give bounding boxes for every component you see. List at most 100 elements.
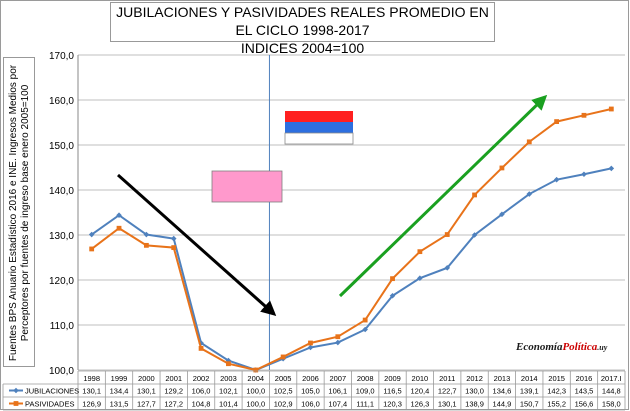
data-point-jubilaciones — [389, 292, 396, 299]
table-cell-value: 130,1 — [82, 387, 101, 396]
grid-lines — [77, 54, 625, 371]
chart-title-box: JUBILACIONES Y PASIVIDADES REALES PROMED… — [110, 2, 495, 56]
table-cell-value: 109,0 — [356, 387, 375, 396]
table-cell-value: 150,7 — [520, 400, 539, 409]
data-point-jubilaciones — [335, 339, 341, 346]
x-tick-label: 1998 — [83, 374, 100, 383]
data-point-pasividades — [89, 246, 95, 252]
table-cell-value: 111,1 — [356, 400, 374, 409]
data-point-pasividades — [280, 354, 286, 360]
table-cell-value: 130,0 — [465, 387, 484, 396]
y-tick-labels: 100,0 110,0 120,0 130,0 140,0 150,0 160,0 170,0 — [49, 51, 74, 377]
table-cell-value: 144,8 — [602, 387, 621, 396]
table-cell-value: 106,1 — [328, 387, 347, 396]
table-cell-value: 122,7 — [438, 387, 457, 396]
data-point-jubilaciones — [444, 265, 451, 271]
chart-subtitle: INDICES 2004=100 — [240, 40, 365, 56]
x-tick-label: 2013 — [494, 374, 511, 383]
table-cell-value: 139,1 — [520, 387, 539, 396]
table-cell-value: 102,9 — [274, 400, 293, 409]
data-point-pasividades — [143, 242, 149, 248]
data-point-pasividades — [417, 249, 423, 255]
data-point-pasividades — [362, 317, 368, 323]
legend-label: PASIVIDADES — [25, 400, 74, 409]
flag-stripe-red — [285, 111, 353, 122]
data-point-jubilaciones — [307, 344, 314, 351]
table-cell-value: 116,5 — [383, 387, 401, 396]
brand-logo: EconomíaPolítica.uy — [516, 341, 608, 353]
data-table: 1998 1999 2000 2001 2002 2003 2004 2005 2006 2007… — [2, 370, 626, 411]
x-tick-label: 2003 — [220, 374, 237, 383]
y-axis-label-box: Fuentes BPS Anuario Estadístico 2016 e I… — [3, 57, 35, 367]
legend-marker-diamond — [13, 387, 19, 394]
table-cell-value: 130,1 — [137, 387, 156, 396]
table-cell-value: 107,4 — [328, 400, 347, 409]
y-tick-label: 130,0 — [49, 231, 74, 242]
data-point-jubilaciones — [362, 326, 368, 333]
x-tick-label: 2014 — [521, 374, 538, 383]
y-tick-label: 110,0 — [50, 321, 75, 332]
table-cell-value: 127,7 — [137, 400, 156, 409]
table-cell-value: 158,0 — [602, 400, 621, 409]
table-cell-value: 100,0 — [246, 387, 265, 396]
y-tick-label: 170,0 — [49, 51, 74, 62]
data-point-pasividades — [390, 276, 395, 282]
data-point-pasividades — [226, 361, 231, 367]
table-cell-value: 106,0 — [192, 387, 211, 396]
y-tick-label: 150,0 — [49, 141, 74, 152]
data-point-jubilaciones — [116, 212, 122, 218]
data-point-pasividades — [472, 192, 477, 198]
table-cell-value: 106,0 — [301, 400, 320, 409]
y-tick-label: 140,0 — [49, 186, 74, 197]
y-tick-label: 160,0 — [49, 96, 74, 107]
data-point-jubilaciones — [225, 357, 232, 364]
x-tick-label: 2005 — [275, 374, 292, 383]
series-line-pasividades — [91, 108, 612, 372]
data-point-jubilaciones — [143, 231, 150, 238]
data-point-jubilaciones — [553, 176, 560, 183]
table-cell-value: 131,5 — [110, 400, 129, 409]
x-tick-label: 1999 — [111, 374, 128, 383]
data-point-pasividades — [608, 106, 614, 112]
data-point-jubilaciones — [608, 165, 615, 172]
table-cell-value: 142,3 — [547, 387, 566, 396]
data-point-pasividades — [116, 225, 122, 231]
flag-stripe-white — [284, 132, 354, 145]
data-point-pasividades — [198, 346, 204, 351]
pink-flag-shape — [211, 170, 283, 203]
x-tick-label: 2015 — [548, 374, 565, 383]
x-tick-label: 2000 — [138, 374, 155, 383]
table-cell-value: 138,9 — [465, 400, 484, 409]
x-tick-label: 2004 — [247, 374, 264, 383]
y-tick-label: 120,0 — [49, 276, 74, 287]
table-cell-value: 102,5 — [274, 387, 293, 396]
annotations — [117, 55, 548, 370]
legend-marker-square — [13, 401, 19, 406]
data-point-pasividades — [253, 367, 259, 373]
x-tick-label: 2002 — [193, 374, 210, 383]
data-point-jubilaciones — [170, 235, 177, 242]
table-cell-value: 129,2 — [164, 387, 183, 396]
table-cell-value: 126,9 — [82, 400, 101, 409]
data-point-pasividades — [308, 340, 313, 346]
table-cell-value: 101,4 — [219, 400, 238, 409]
legend-label: JUBILACIONES — [25, 387, 79, 396]
chart-title: JUBILACIONES Y PASIVIDADES REALES PROMED… — [116, 4, 489, 38]
data-point-pasividades — [499, 165, 505, 171]
table-cell-value: 143,5 — [575, 387, 594, 396]
data-point-pasividades — [171, 245, 177, 250]
x-tick-label: 2006 — [302, 374, 319, 383]
table-cell-value: 104,8 — [192, 400, 211, 409]
table-cell-value: 144,9 — [493, 400, 512, 409]
upward-trend-arrow — [338, 94, 548, 298]
data-point-jubilaciones — [581, 171, 587, 178]
data-point-pasividades — [581, 112, 587, 118]
data-point-pasividades — [444, 232, 450, 237]
x-tick-label: 2001 — [165, 374, 182, 383]
x-tick-label: 2016 — [576, 374, 593, 383]
data-point-pasividades — [526, 139, 532, 145]
downward-trend-arrow — [117, 173, 277, 316]
x-tick-label: 2007 — [329, 374, 346, 383]
x-tick-label: 2011 — [439, 374, 455, 383]
